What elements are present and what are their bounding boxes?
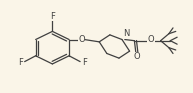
Text: F: F: [18, 58, 23, 67]
Text: O: O: [147, 35, 154, 44]
Text: N: N: [123, 29, 130, 38]
Text: O: O: [134, 52, 141, 61]
Text: F: F: [50, 12, 55, 21]
Text: F: F: [82, 58, 87, 67]
Text: O: O: [78, 35, 85, 44]
